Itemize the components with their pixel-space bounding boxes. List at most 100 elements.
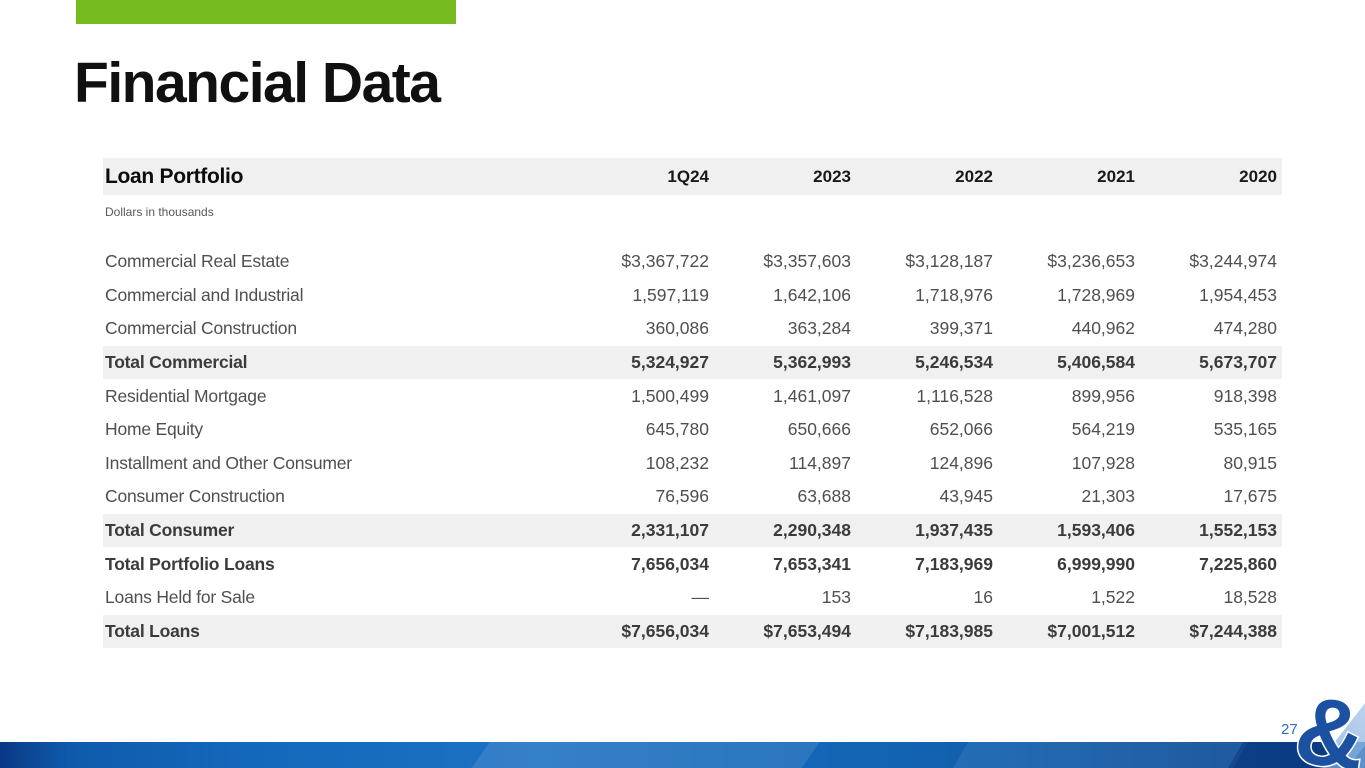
row-value: 18,528 [1223,587,1277,608]
row-value: 1,718,976 [915,284,993,305]
table-title: Loan Portfolio [105,164,244,188]
row-value: $7,653,494 [763,620,851,641]
row-value: 474,280 [1213,318,1277,339]
row-label: Total Portfolio Loans [105,553,275,574]
row-label: Total Loans [105,620,200,641]
table-row: Total Consumer 2,331,107 2,290,348 1,937… [103,513,1282,548]
table-row: Total Commercial 5,324,927 5,362,993 5,2… [103,345,1282,380]
row-value: 535,165 [1213,419,1277,440]
row-value: 7,653,341 [773,553,851,574]
row-value: $3,236,653 [1047,251,1135,272]
row-value: 17,675 [1223,486,1277,507]
row-value: 899,956 [1071,385,1135,406]
row-value: 1,552,153 [1199,520,1277,541]
page-number: 27 [1281,721,1298,738]
row-value: 153 [821,587,851,608]
row-value: 21,303 [1081,486,1135,507]
row-value: 107,928 [1071,452,1135,473]
loan-portfolio-table: Loan Portfolio 1Q24 2023 2022 2021 2020 … [103,158,1282,649]
row-value: $3,244,974 [1189,251,1277,272]
row-value: $3,367,722 [621,251,709,272]
row-label: Commercial Real Estate [105,251,290,272]
row-value: 1,500,499 [631,385,709,406]
row-value: 63,688 [797,486,851,507]
row-label: Home Equity [105,419,203,440]
row-value: 1,116,528 [916,385,993,406]
table-row: Residential Mortgage 1,500,499 1,461,097… [103,379,1282,413]
row-value: 5,324,927 [631,352,709,373]
row-value: $7,183,985 [905,620,993,641]
top-accent-bar [76,0,456,24]
row-value: 564,219 [1071,419,1135,440]
bar-swoosh-mid [948,742,1252,768]
row-value: 124,896 [929,452,993,473]
row-value: 1,593,406 [1057,520,1135,541]
row-value: 363,284 [787,318,851,339]
row-value: 114,897 [789,452,851,473]
row-value: 1,642,106 [773,284,851,305]
table-row: Total Portfolio Loans 7,656,034 7,653,34… [103,547,1282,581]
column-header-2020: 2020 [1239,166,1277,186]
row-value: 80,915 [1223,452,1277,473]
row-value: 16 [973,587,993,608]
row-value: 5,406,584 [1057,352,1135,373]
table-row: Total Loans $7,656,034 $7,653,494 $7,183… [103,614,1282,649]
row-value: 1,461,097 [773,385,851,406]
table-row: Commercial and Industrial 1,597,119 1,64… [103,279,1282,313]
row-value: 2,290,348 [773,520,851,541]
row-value: 5,362,993 [773,352,851,373]
column-header-2022: 2022 [955,166,993,186]
row-value: 399,371 [929,318,993,339]
row-value: 652,066 [929,419,993,440]
column-header-2021: 2021 [1097,166,1135,186]
row-value: 76,596 [655,486,709,507]
table-row: Consumer Construction 76,596 63,688 43,9… [103,480,1282,514]
table-row: Commercial Real Estate $3,367,722 $3,357… [103,245,1282,279]
row-value: 1,597,119 [632,284,709,305]
row-value: $3,357,603 [763,251,851,272]
table-row: Home Equity 645,780 650,666 652,066 564,… [103,413,1282,447]
column-header-2023: 2023 [813,166,851,186]
row-value: 108,232 [645,452,709,473]
row-label: Residential Mortgage [105,385,267,406]
table-row: Installment and Other Consumer 108,232 1… [103,447,1282,481]
table-header-row: Loan Portfolio 1Q24 2023 2022 2021 2020 [103,158,1282,195]
row-label: Total Commercial [105,352,248,373]
row-label: Loans Held for Sale [105,587,255,608]
row-value: 5,246,534 [915,352,993,373]
row-value: $7,656,034 [621,620,709,641]
row-value: — [691,587,710,608]
bar-swoosh-left [465,742,825,768]
row-value: 5,673,707 [1199,352,1277,373]
row-value: 7,183,969 [915,553,993,574]
row-value: 1,954,453 [1199,284,1277,305]
table-row: Commercial Construction 360,086 363,284 … [103,312,1282,346]
row-value: 43,945 [939,486,993,507]
row-value: 360,086 [645,318,709,339]
row-value: 440,962 [1071,318,1135,339]
table-row: Loans Held for Sale — 153 16 1,522 18,52… [103,581,1282,615]
row-label: Commercial Construction [105,318,297,339]
row-value: $3,128,187 [905,251,993,272]
row-value: 650,666 [787,419,851,440]
row-value: 7,225,860 [1199,553,1277,574]
row-label: Installment and Other Consumer [105,452,352,473]
row-label: Total Consumer [105,520,235,541]
row-value: 1,937,435 [915,520,993,541]
row-value: $7,244,388 [1189,620,1277,641]
row-value: 7,656,034 [631,553,709,574]
table-body: Commercial Real Estate $3,367,722 $3,357… [103,245,1282,649]
row-value: 645,780 [645,419,709,440]
table-subtitle: Dollars in thousands [105,205,214,219]
row-value: $7,001,512 [1047,620,1135,641]
row-value: 918,398 [1213,385,1277,406]
row-value: 1,522 [1091,587,1135,608]
page-title: Financial Data [74,51,441,115]
row-value: 1,728,969 [1057,284,1135,305]
row-label: Commercial and Industrial [105,284,304,305]
row-label: Consumer Construction [105,486,285,507]
row-value: 6,999,990 [1057,553,1135,574]
row-value: 2,331,107 [631,520,709,541]
column-header-1q24: 1Q24 [667,166,709,186]
